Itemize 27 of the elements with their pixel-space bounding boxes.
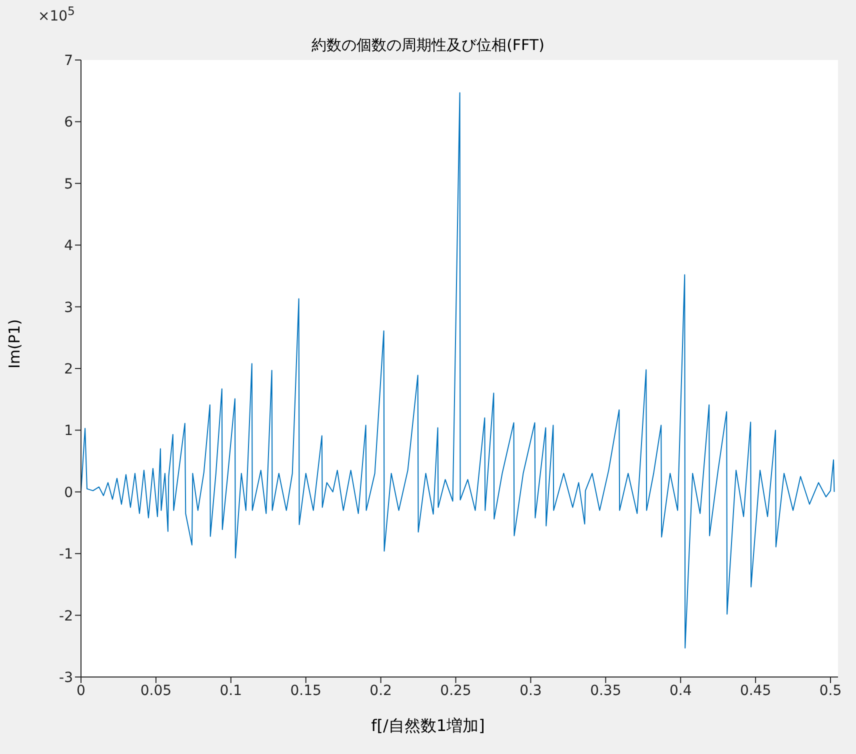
y-tick-label: 6: [64, 114, 74, 131]
x-tick-label: 0.35: [590, 682, 622, 699]
x-tick-label: 0.2: [370, 682, 392, 699]
x-tick-label: 0.5: [819, 682, 842, 699]
y-tick-label: 7: [64, 52, 73, 69]
y-axis-title: Im(P1): [5, 319, 24, 368]
chart-title: 約数の個数の周期性及び位相(FFT): [312, 36, 544, 54]
x-axis-title: f[/自然数1増加]: [370, 716, 486, 737]
y-tick-label: 4: [64, 238, 74, 254]
y-tick-label: -1: [59, 546, 73, 563]
x-tick-label: 0.45: [740, 682, 772, 699]
y-tick-label: 5: [64, 176, 73, 192]
y-tick-label: 3: [64, 300, 73, 316]
y-tick-label: 1: [64, 423, 73, 440]
x-tick-label: 0.05: [140, 682, 172, 699]
x-tick-label: 0: [76, 682, 86, 699]
x-tick-label: 0.25: [440, 682, 472, 699]
x-tick-label: 0.15: [290, 682, 322, 699]
x-tick-label: 0.3: [520, 682, 542, 699]
y-tick-label: -3: [59, 670, 73, 686]
axis-exponent: ×10$^{5}$: [38, 4, 75, 25]
y-tick-label: 0: [64, 484, 73, 501]
y-tick-label: 2: [64, 361, 73, 378]
x-tick-label: 0.1: [220, 682, 242, 699]
x-tick-label: 0.4: [669, 682, 692, 699]
line-series: [81, 92, 835, 648]
y-tick-label: -2: [59, 608, 73, 624]
